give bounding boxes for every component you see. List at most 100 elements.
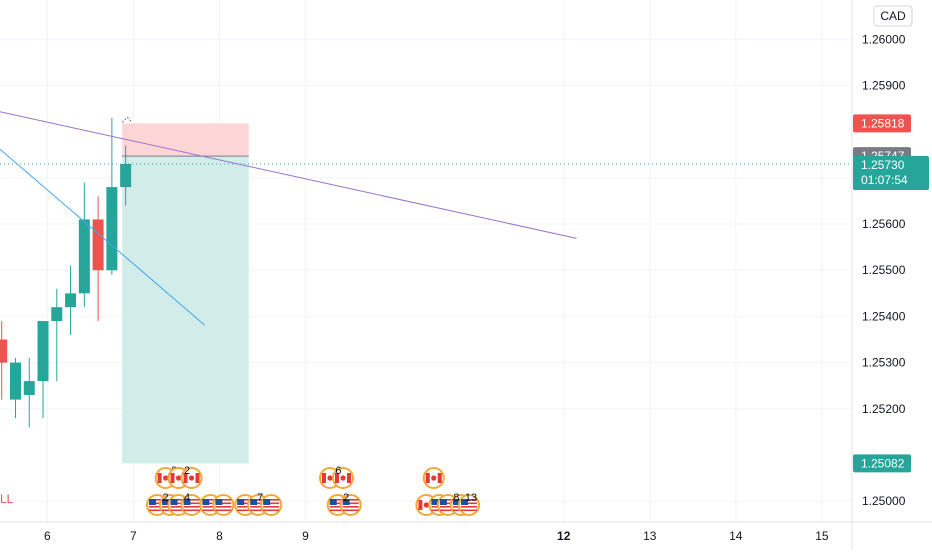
event-marker[interactable]: 6 — [320, 465, 353, 488]
time-tick-label: 14 — [729, 529, 743, 543]
candle-body[interactable] — [51, 307, 62, 321]
currency-label: CAD — [880, 9, 906, 23]
flag-canton — [171, 499, 178, 505]
price-tick-label: 1.25400 — [862, 309, 906, 323]
flag-stripe — [263, 506, 279, 508]
maple-leaf — [431, 475, 436, 480]
event-count-label: 7 — [257, 492, 263, 504]
flag-band — [196, 473, 200, 483]
canada-flag-icon[interactable] — [424, 468, 444, 488]
take-profit-zone[interactable] — [122, 156, 249, 463]
price-tick-label: 1.25500 — [862, 263, 906, 277]
time-tick-label: 8 — [216, 529, 223, 543]
flag-stripe — [343, 510, 359, 512]
candle[interactable] — [93, 196, 104, 321]
candle-body[interactable] — [79, 219, 90, 293]
event-count-label: 2 — [343, 492, 349, 504]
event-count-label: 4 — [184, 492, 190, 504]
price-label-text: 1.25818 — [861, 116, 905, 130]
price-label-text: 1.25082 — [861, 456, 905, 470]
event-marker[interactable]: 7 — [235, 492, 281, 515]
candle[interactable] — [65, 266, 76, 335]
maple-leaf — [424, 502, 429, 507]
flag-canton — [330, 499, 337, 505]
price-tick-label: 1.26000 — [862, 32, 906, 46]
time-tick-label: 9 — [302, 529, 309, 543]
candle-body[interactable] — [120, 164, 131, 187]
candle[interactable] — [51, 289, 62, 381]
candle-body[interactable] — [10, 363, 21, 400]
event-count-label: 2 — [162, 492, 168, 504]
candle-body[interactable] — [0, 340, 7, 363]
event-marker[interactable]: 2 — [328, 492, 361, 515]
flag-canton — [440, 499, 447, 505]
candle-body[interactable] — [106, 187, 117, 270]
event-marker[interactable] — [424, 468, 444, 488]
flag-band — [158, 473, 162, 483]
current-price-tag[interactable]: 1.2573001:07:54 — [853, 156, 929, 190]
flag-canton — [202, 499, 209, 505]
price-tick-label: 1.25300 — [862, 356, 906, 370]
flag-stripe — [461, 510, 477, 512]
event-count-label: 2 — [184, 465, 190, 477]
event-marker[interactable]: 2 — [169, 465, 202, 488]
candle-body[interactable] — [93, 219, 104, 270]
trend-line[interactable] — [0, 112, 577, 239]
candle[interactable] — [79, 182, 90, 307]
price-label-tag[interactable]: 1.25082 — [853, 454, 911, 472]
flag-band — [322, 473, 326, 483]
price-tick-label: 1.25200 — [862, 402, 906, 416]
flag-band — [426, 473, 430, 483]
flag-canton — [237, 499, 244, 505]
candle[interactable] — [106, 118, 117, 275]
candle-body[interactable] — [65, 293, 76, 307]
event-count-label: 13 — [465, 492, 477, 504]
flag-stripe — [184, 506, 200, 508]
maple-leaf — [163, 475, 168, 480]
flag-stripe — [184, 510, 200, 512]
corner-text: LL — [0, 492, 14, 506]
time-tick-label: 13 — [643, 529, 657, 543]
flag-stripe — [263, 510, 279, 512]
flag-band — [347, 473, 351, 483]
flag-band — [171, 473, 175, 483]
flag-stripe — [215, 506, 231, 508]
event-count-label: 6 — [335, 465, 341, 477]
flag-stripe — [461, 506, 477, 508]
stop-loss-zone[interactable] — [122, 123, 249, 156]
time-tick-label: 6 — [44, 529, 51, 543]
maple-leaf — [176, 475, 181, 480]
time-tick-label: 15 — [815, 529, 829, 543]
flag-band — [418, 500, 422, 510]
flag-canton — [149, 499, 156, 505]
flag-canton — [263, 499, 270, 505]
candle[interactable] — [24, 358, 35, 427]
position-handle-icon[interactable] — [122, 117, 131, 122]
bar-countdown: 01:07:54 — [861, 173, 908, 187]
candle[interactable] — [0, 321, 7, 400]
price-labels: 1.258181.257471.250821.2573001:07:54 — [853, 114, 929, 472]
flag-band — [438, 473, 442, 483]
price-tick-label: 1.25000 — [862, 494, 906, 508]
event-marker[interactable]: 4 — [169, 492, 202, 515]
time-tick-label: 12 — [557, 529, 571, 543]
event-marker[interactable] — [200, 495, 233, 515]
us-flag-icon[interactable] — [261, 495, 281, 515]
event-markers: 2224762813 — [147, 465, 479, 515]
candle-body[interactable] — [24, 381, 35, 395]
candles — [0, 118, 131, 497]
current-price-value: 1.25730 — [861, 158, 905, 172]
price-tick-label: 1.25900 — [862, 78, 906, 92]
currency-button[interactable]: CAD — [874, 6, 912, 26]
flag-stripe — [343, 506, 359, 508]
us-flag-icon[interactable] — [213, 495, 233, 515]
price-tick-label: 1.25600 — [862, 217, 906, 231]
maple-leaf — [327, 475, 332, 480]
flag-stripe — [215, 510, 231, 512]
flag-canton — [215, 499, 222, 505]
time-tick-label: 7 — [130, 529, 137, 543]
price-label-tag[interactable]: 1.25818 — [853, 114, 911, 132]
candle-body[interactable] — [38, 321, 49, 381]
